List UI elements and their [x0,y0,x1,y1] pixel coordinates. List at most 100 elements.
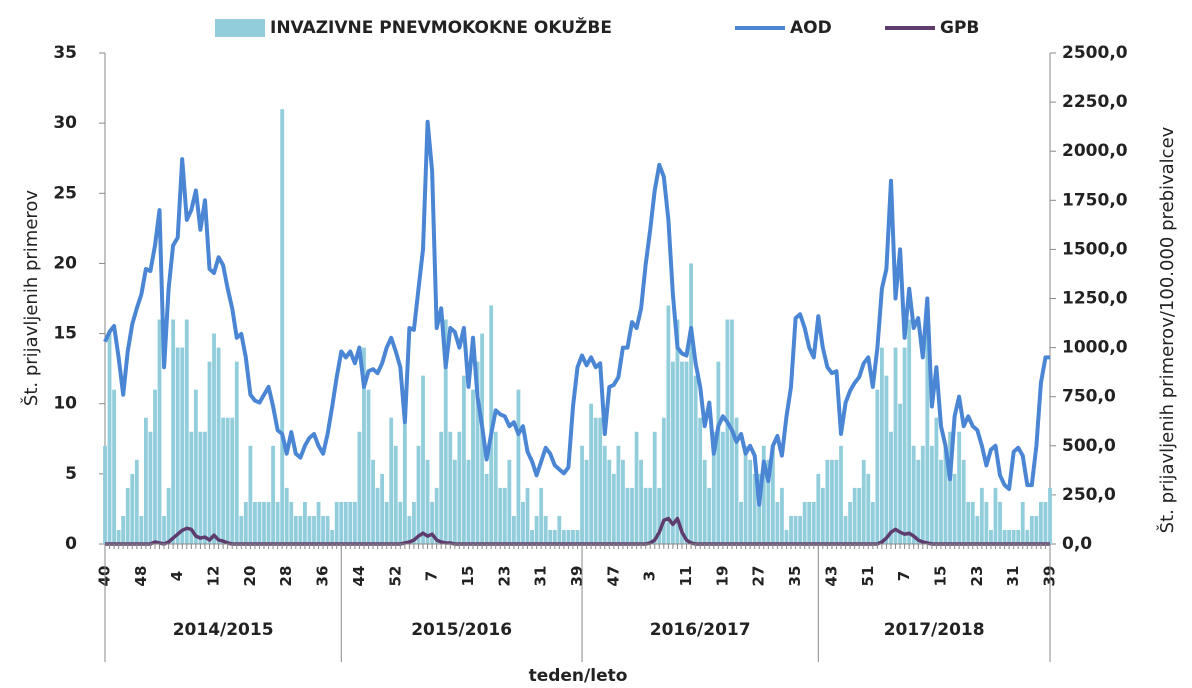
bar [757,473,762,544]
bar [253,501,257,544]
bar [352,501,357,544]
season-label: 2014/2015 [173,620,274,640]
bar [225,417,230,544]
x-tick-label: 4 [168,571,186,581]
bar [920,445,925,544]
bar [893,347,898,544]
bar [602,445,607,544]
bar [671,361,675,544]
bar [539,487,544,544]
season-label: 2016/2017 [650,620,751,640]
bar [143,417,148,544]
bar [761,445,766,544]
bar [421,375,425,544]
bar [884,375,889,544]
x-tick-label: 19 [713,566,731,587]
bar [607,459,612,544]
bar [557,515,562,544]
bar [134,459,139,544]
bar [970,501,975,544]
bar [939,459,943,544]
bar [221,417,226,544]
bar [580,445,584,544]
bar [952,473,957,544]
bar [707,487,712,544]
bar [443,319,448,544]
bar [434,487,439,544]
bar [348,501,353,544]
bar [929,445,934,544]
x-tick-label: 47 [604,566,622,587]
bar [979,487,984,544]
bar [1048,487,1052,544]
bar [898,403,902,544]
bar [989,529,993,544]
line-1 [103,119,1050,507]
bar [966,501,971,544]
bar [389,417,394,544]
season-label: 2015/2016 [411,620,512,640]
bar [657,487,662,544]
bar [720,431,725,544]
bar [957,431,962,544]
bar [321,515,325,544]
x-tick-label: 23 [968,566,986,587]
bar [820,487,825,544]
bar [834,459,839,544]
bar [843,515,848,544]
bar [184,319,189,544]
bar [530,529,534,544]
x-tick-label: 11 [677,566,695,587]
bar [879,347,884,544]
x-tick-label: 7 [423,571,441,581]
bar [484,473,489,544]
legend-swatch [215,19,265,37]
bar [162,515,166,544]
bar [907,319,912,544]
bar [566,529,571,544]
y-tick-label: 30 [53,113,77,133]
bar [125,487,130,544]
bar [752,473,757,544]
bar [216,347,221,544]
bar [630,487,634,544]
bar [475,361,480,544]
bar [234,361,239,544]
y-tick-label: 20 [53,253,77,273]
y-tick-label: 25 [53,183,77,203]
x-tick-label: 31 [1004,566,1022,587]
bar [366,389,371,544]
legend-label: AOD [790,18,832,38]
bar [811,501,816,544]
y2-axis-title: Št. prijavljenih primerov/100.000 prebiv… [1156,126,1178,533]
bar [452,459,457,544]
bar [680,361,684,544]
bar [516,389,521,544]
bar [639,459,644,544]
bar [943,445,948,544]
bar [412,501,416,544]
bar [748,459,753,544]
x-tick-label: 52 [386,566,404,587]
bar [902,347,907,544]
bar [861,459,866,544]
bar [116,529,121,544]
bar [525,487,530,544]
y2-tick-label: 2250,0 [1062,92,1128,112]
bar [725,319,730,544]
bar [1002,529,1007,544]
bar [1025,529,1030,544]
bar [784,529,789,544]
y2-tick-label: 1750,0 [1062,190,1128,210]
bar [993,487,998,544]
bar [330,529,335,544]
bar [1043,501,1048,544]
bar [284,487,289,544]
x-tick-label: 31 [532,566,550,587]
bar [275,501,280,544]
bar [643,487,648,544]
x-tick-label: 43 [822,566,840,587]
bar [384,501,389,544]
bar [766,459,771,544]
bar [625,487,630,544]
